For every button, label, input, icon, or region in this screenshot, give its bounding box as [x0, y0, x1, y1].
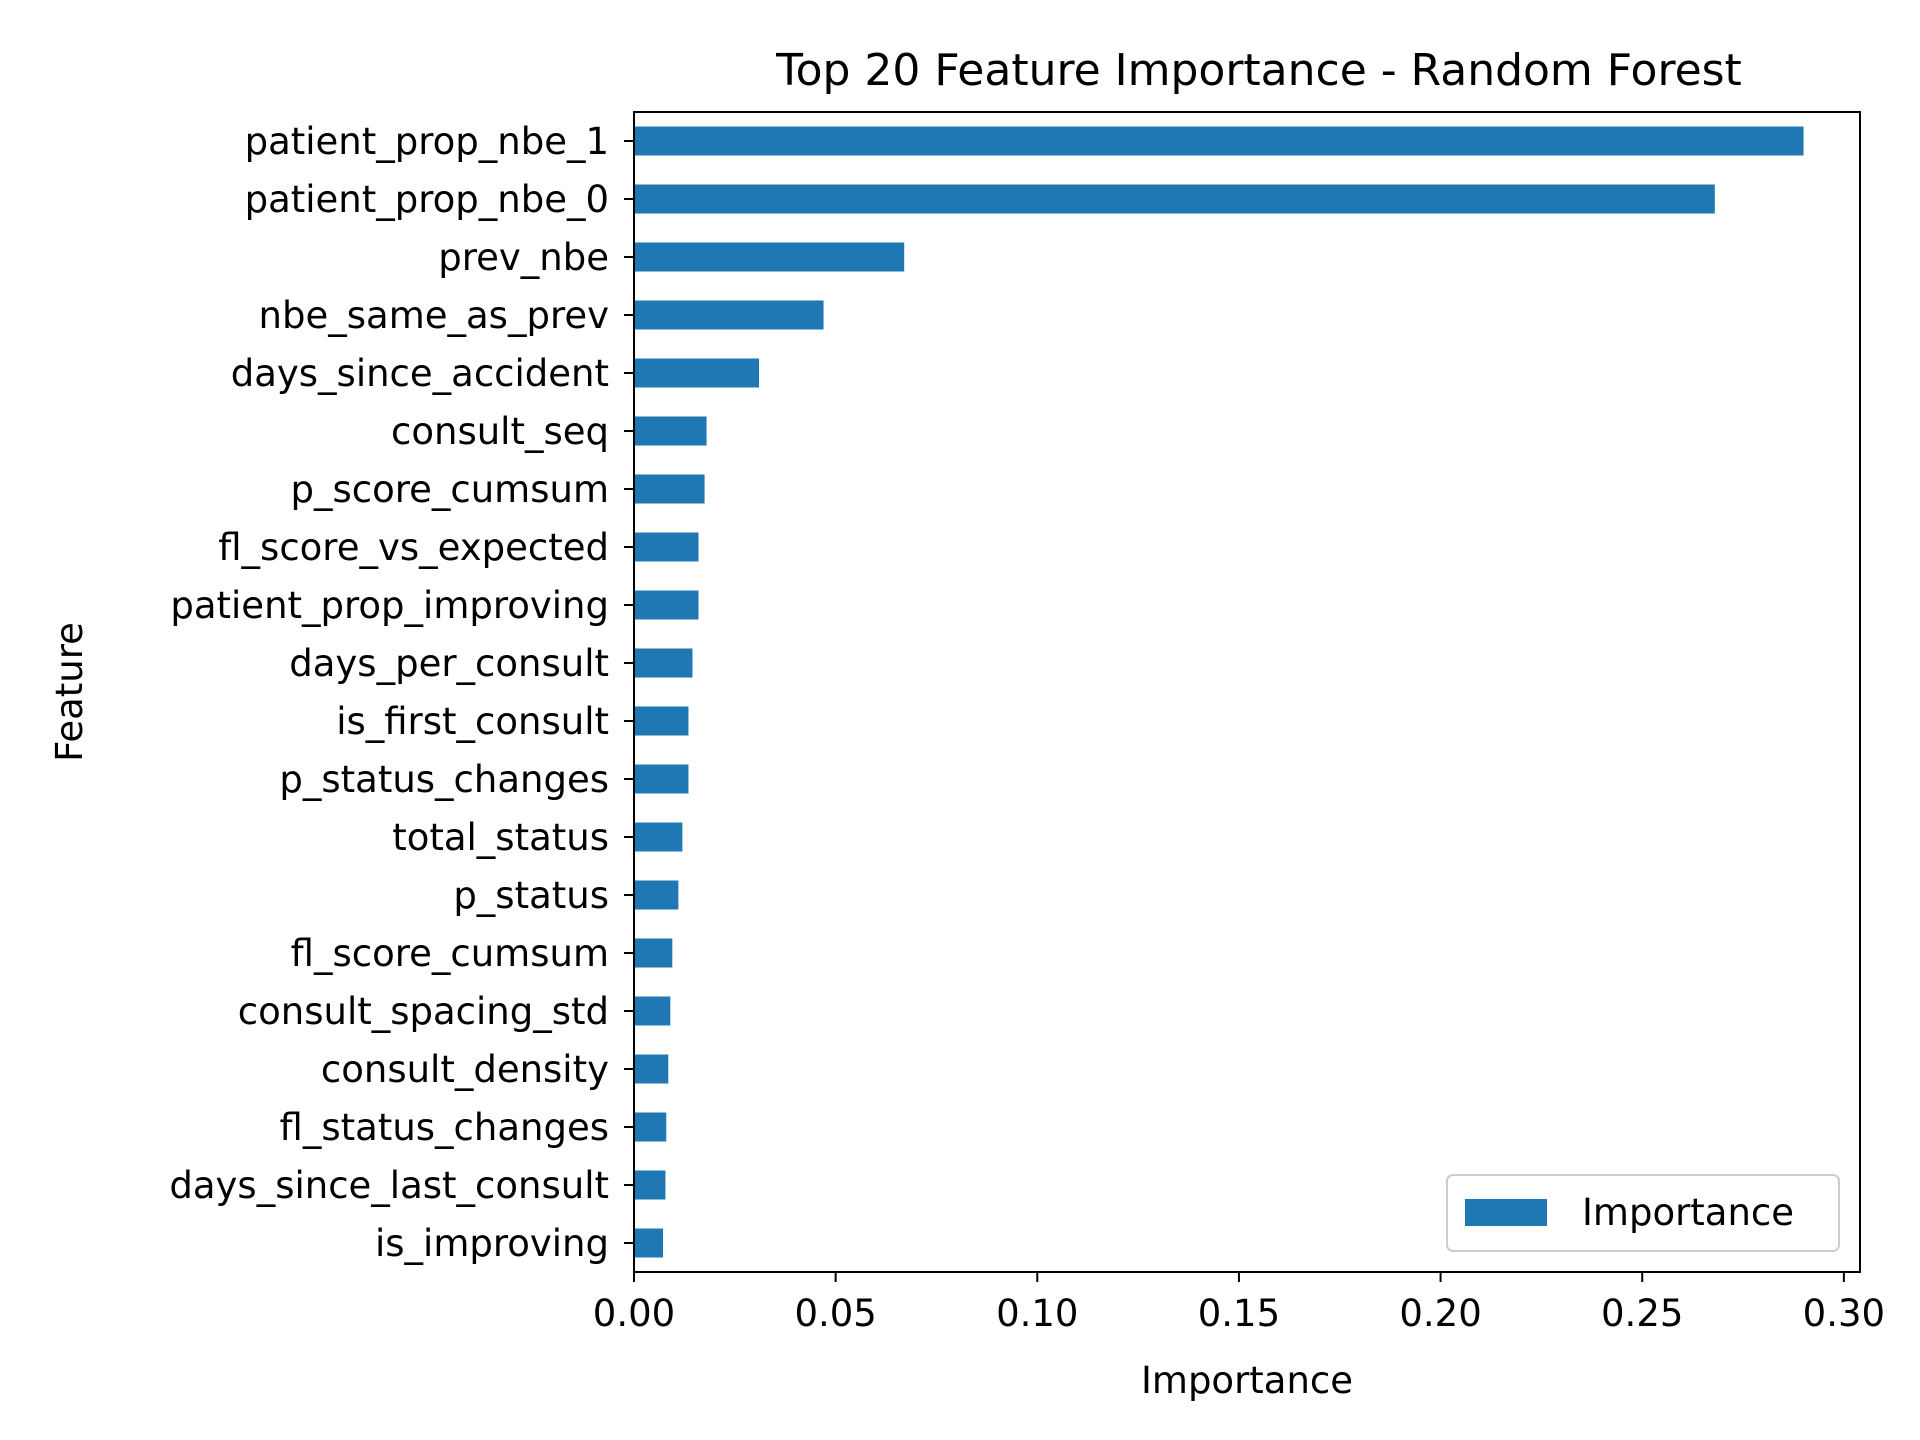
bar-nbe-same-as-prev [634, 300, 824, 330]
y-tick-label: consult_density [321, 1048, 609, 1091]
chart-title: Top 20 Feature Importance - Random Fores… [775, 45, 1742, 96]
bar-is-first-consult [634, 706, 689, 736]
y-tick-label: fl_status_changes [280, 1106, 609, 1149]
legend: Importance [1446, 1174, 1840, 1252]
x-tick-label: 0.05 [794, 1292, 876, 1335]
bar-patient-prop-nbe-1 [634, 126, 1804, 156]
y-tick-label: consult_spacing_std [238, 990, 609, 1033]
y-tick-label: p_status_changes [279, 758, 609, 801]
y-tick-label: is_first_consult [336, 700, 609, 743]
y-tick-label: patient_prop_nbe_0 [245, 178, 609, 221]
y-tick-label: p_score_cumsum [290, 468, 609, 511]
legend-frame [1446, 1174, 1840, 1252]
bar-days-since-accident [634, 358, 760, 388]
y-tick-label: fl_score_cumsum [291, 932, 609, 975]
bar-prev-nbe [634, 242, 905, 272]
y-tick-label: consult_seq [391, 410, 609, 453]
y-tick-label: nbe_same_as_prev [259, 294, 609, 337]
y-tick-label: days_since_accident [231, 352, 609, 395]
x-tick-label: 0.20 [1399, 1292, 1481, 1335]
bar-consult-density [634, 1054, 669, 1084]
bar-patient-prop-improving [634, 590, 699, 620]
y-tick-label: total_status [392, 816, 609, 859]
y-tick-label: p_status [453, 874, 609, 917]
y-axis-ticks: patient_prop_nbe_1 patient_prop_nbe_0prev… [169, 120, 634, 1265]
y-tick-label: fl_score_vs_expected [218, 526, 609, 569]
x-axis-label: Importance [1141, 1359, 1353, 1402]
bar-fl-score-cumsum [634, 938, 673, 968]
bar-days-since-last-consult [634, 1170, 666, 1200]
y-tick-label: patient_prop_nbe_1 [245, 120, 609, 163]
x-tick-label: 0.10 [996, 1292, 1078, 1335]
bar-p-status [634, 880, 679, 910]
y-tick-label: is_improving [375, 1222, 609, 1265]
y-tick-label: prev_nbe [438, 236, 609, 279]
bar-consult-seq [634, 416, 707, 446]
bar-is-improving [634, 1228, 664, 1258]
x-tick-label: 0.25 [1601, 1292, 1683, 1335]
x-axis-ticks: 0.00 0.05 0.10 0.15 0.20 0.25 0.30 [593, 1272, 1885, 1335]
y-tick-label: days_per_consult [289, 642, 609, 685]
bar-p-score-cumsum [634, 474, 705, 504]
y-tick-label: days_since_last_consult [169, 1164, 609, 1207]
bar-days-per-consult [634, 648, 693, 678]
plot-frame [633, 111, 1861, 1273]
y-axis-label: Feature [48, 622, 91, 762]
bar-fl-score-vs-expected [634, 532, 699, 562]
x-tick-label: 0.15 [1198, 1292, 1280, 1335]
bar-total-status [634, 822, 683, 852]
bars-group [634, 126, 1804, 1258]
legend-swatch [1465, 1199, 1547, 1226]
x-tick-label: 0.00 [593, 1292, 675, 1335]
x-tick-label: 0.30 [1803, 1292, 1885, 1335]
y-tick-label: patient_prop_improving [170, 584, 609, 627]
legend-label: Importance [1582, 1191, 1794, 1234]
bar-p-status-changes [634, 764, 689, 794]
bar-patient-prop-nbe-0 [634, 184, 1715, 214]
bar-fl-status-changes [634, 1112, 667, 1142]
bar-consult-spacing-std [634, 996, 671, 1026]
